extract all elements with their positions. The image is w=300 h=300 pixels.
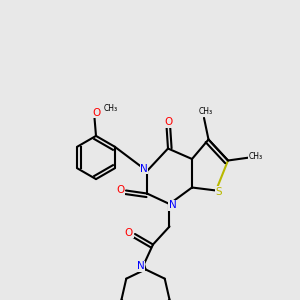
Text: S: S [216,187,222,197]
Text: CH₃: CH₃ [104,104,118,113]
Text: O: O [93,107,101,118]
Text: N: N [137,261,145,272]
Text: N: N [169,200,176,211]
Text: O: O [116,185,125,195]
Text: O: O [164,117,172,128]
Text: CH₃: CH₃ [198,107,213,116]
Text: N: N [140,164,148,174]
Text: O: O [125,227,133,238]
Text: CH₃: CH₃ [248,152,263,161]
